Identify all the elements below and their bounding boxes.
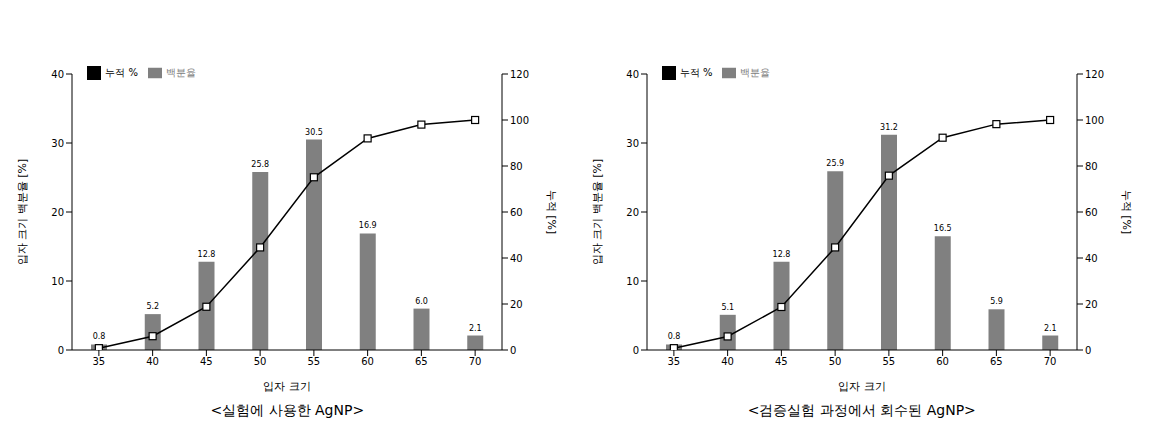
svg-text:70: 70 <box>1044 356 1057 367</box>
svg-text:20: 20 <box>626 207 639 218</box>
html-text:<실험에 사용한 AgNP>: <실험에 사용한 AgNP> <box>210 402 365 418</box>
html-text:누적 %: 누적 % <box>679 67 713 78</box>
html-text:백분율: 백분율 <box>165 67 196 78</box>
svg-text:80: 80 <box>1085 161 1098 172</box>
svg-text:0.8: 0.8 <box>667 332 680 341</box>
svg-text:16.9: 16.9 <box>359 221 377 230</box>
svg-text:31.2: 31.2 <box>880 123 898 132</box>
svg-text:60: 60 <box>362 356 375 367</box>
svg-text:6.0: 6.0 <box>415 297 428 306</box>
svg-text:10: 10 <box>52 276 65 287</box>
svg-text:60: 60 <box>510 207 523 218</box>
svg-text:120: 120 <box>510 69 529 80</box>
svg-text:40: 40 <box>721 356 734 367</box>
svg-text:5.1: 5.1 <box>721 303 734 312</box>
svg-text:70: 70 <box>469 356 482 367</box>
svg-text:100: 100 <box>510 115 529 126</box>
svg-text:20: 20 <box>510 299 523 310</box>
svg-text:12.8: 12.8 <box>198 250 216 259</box>
svg-text:12.8: 12.8 <box>772 250 790 259</box>
svg-text:40: 40 <box>52 69 65 80</box>
svg-text:45: 45 <box>775 356 788 367</box>
svg-text:40: 40 <box>626 69 639 80</box>
svg-text:30.5: 30.5 <box>305 128 323 137</box>
svg-text:30: 30 <box>626 138 639 149</box>
svg-text:0: 0 <box>510 345 516 356</box>
svg-text:65: 65 <box>990 356 1003 367</box>
svg-text:2.1: 2.1 <box>469 324 482 333</box>
svg-text:0.8: 0.8 <box>93 332 106 341</box>
html-text:백분율: 백분율 <box>740 67 771 78</box>
svg-text:0: 0 <box>58 345 64 356</box>
svg-text:40: 40 <box>147 356 160 367</box>
svg-text:50: 50 <box>254 356 267 367</box>
svg-text:10: 10 <box>626 276 639 287</box>
svg-text:입자 크기 백분율 [%]: 입자 크기 백분율 [%] <box>591 159 604 266</box>
svg-text:0: 0 <box>632 345 638 356</box>
svg-text:입자 크기 백분율 [%]: 입자 크기 백분율 [%] <box>16 159 29 266</box>
svg-text:2.1: 2.1 <box>1044 324 1057 333</box>
svg-text:입자 크기: 입자 크기 <box>838 380 886 393</box>
svg-text:100: 100 <box>1085 115 1104 126</box>
svg-text:60: 60 <box>1085 207 1098 218</box>
svg-text:0: 0 <box>1085 345 1091 356</box>
svg-text:25.8: 25.8 <box>252 160 270 169</box>
svg-text:35: 35 <box>667 356 680 367</box>
svg-text:80: 80 <box>510 161 523 172</box>
svg-text:35: 35 <box>93 356 106 367</box>
svg-text:65: 65 <box>415 356 428 367</box>
svg-text:20: 20 <box>52 207 65 218</box>
svg-text:누적 [%]: 누적 [%] <box>545 190 558 235</box>
svg-text:입자 크기: 입자 크기 <box>264 380 312 393</box>
svg-text:60: 60 <box>936 356 949 367</box>
svg-text:55: 55 <box>882 356 895 367</box>
svg-text:55: 55 <box>308 356 321 367</box>
svg-text:30: 30 <box>52 138 65 149</box>
svg-text:40: 40 <box>510 253 523 264</box>
svg-text:20: 20 <box>1085 299 1098 310</box>
html-text:누적 %: 누적 % <box>105 67 138 78</box>
svg-text:25.9: 25.9 <box>826 159 844 168</box>
svg-text:50: 50 <box>829 356 842 367</box>
svg-text:120: 120 <box>1085 69 1104 80</box>
svg-text:5.2: 5.2 <box>147 302 160 311</box>
svg-text:16.5: 16.5 <box>934 224 952 233</box>
svg-text:40: 40 <box>1085 253 1098 264</box>
svg-text:누적 [%]: 누적 [%] <box>1120 190 1133 235</box>
svg-text:5.9: 5.9 <box>990 297 1003 306</box>
html-text:<검증실험 과정에서 회수된 AgNP>: <검증실험 과정에서 회수된 AgNP> <box>747 402 976 418</box>
svg-text:45: 45 <box>200 356 213 367</box>
